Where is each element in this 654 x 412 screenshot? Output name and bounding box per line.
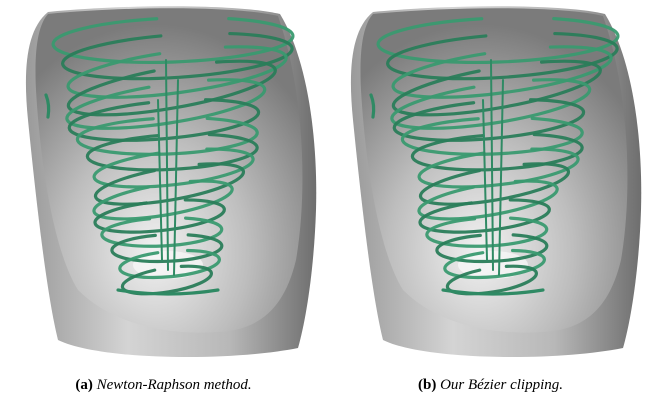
figure xyxy=(0,0,654,365)
caption-a: (a) Newton-Raphson method. xyxy=(0,377,327,394)
panel-b-image xyxy=(351,6,641,357)
panel-a-image xyxy=(26,6,316,357)
caption-text: Our Bézier clipping. xyxy=(440,377,563,393)
caption-b: (b) Our Bézier clipping. xyxy=(327,377,654,394)
caption-label: (b) xyxy=(418,377,436,393)
caption-text: Newton-Raphson method. xyxy=(97,377,252,393)
caption-label: (a) xyxy=(75,377,93,393)
page: (a) Newton-Raphson method. (b) Our Bézie… xyxy=(0,0,654,412)
